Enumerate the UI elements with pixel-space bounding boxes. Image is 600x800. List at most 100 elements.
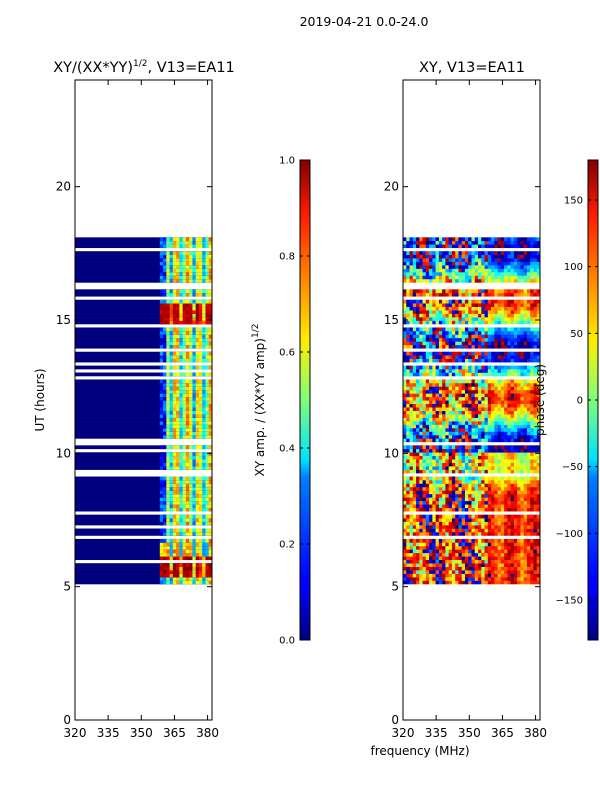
phase-cell bbox=[425, 310, 430, 314]
amp-cell bbox=[185, 310, 190, 314]
phase-cell bbox=[435, 577, 440, 581]
phase-cell bbox=[471, 424, 476, 429]
amp-cell bbox=[179, 393, 183, 398]
phase-cell bbox=[461, 289, 466, 294]
amp-cell bbox=[198, 483, 203, 488]
amp-cell bbox=[198, 566, 203, 571]
amp-cell bbox=[202, 237, 206, 242]
amp-cell bbox=[182, 341, 187, 346]
phase-cell bbox=[500, 258, 505, 262]
amp-cell bbox=[189, 240, 193, 245]
phase-cell bbox=[432, 459, 436, 463]
phase-cell bbox=[471, 396, 476, 401]
phase-cell bbox=[471, 306, 476, 311]
amp-cell bbox=[185, 244, 190, 249]
phase-cell bbox=[409, 396, 414, 401]
phase-cell bbox=[438, 466, 443, 470]
amp-cell bbox=[185, 327, 190, 332]
phase-cell bbox=[526, 469, 531, 474]
amp-cell bbox=[166, 573, 170, 578]
phase-cell bbox=[523, 428, 528, 432]
phase-cell bbox=[530, 261, 534, 266]
phase-cell bbox=[533, 448, 538, 453]
phase-cell bbox=[435, 580, 440, 585]
phase-cell bbox=[517, 580, 521, 585]
phase-cell bbox=[442, 480, 446, 484]
amp-cell bbox=[198, 414, 203, 418]
phase-cell bbox=[478, 400, 482, 405]
amp-cell bbox=[166, 434, 170, 439]
phase-cell bbox=[448, 303, 453, 307]
phase-cell bbox=[461, 386, 466, 391]
phase-cell bbox=[494, 504, 498, 509]
phase-cell bbox=[422, 327, 427, 332]
phase-cell bbox=[445, 358, 449, 363]
phase-cell bbox=[487, 344, 492, 349]
phase-cell bbox=[526, 455, 531, 460]
amp-cell bbox=[176, 514, 180, 519]
phase-cell bbox=[412, 382, 417, 387]
amp-cell bbox=[166, 493, 170, 498]
phase-cell bbox=[416, 289, 420, 294]
phase-cell bbox=[429, 518, 433, 522]
phase-cell bbox=[497, 490, 502, 495]
amp-cell bbox=[189, 563, 193, 567]
amp-cell bbox=[169, 428, 174, 432]
phase-cell bbox=[419, 386, 423, 391]
phase-cell bbox=[468, 292, 472, 297]
phase-cell bbox=[536, 334, 540, 339]
amp-cell bbox=[169, 320, 174, 325]
amp-row bbox=[75, 414, 212, 418]
amp-cell bbox=[172, 400, 177, 405]
phase-cell bbox=[412, 490, 417, 495]
phase-cell bbox=[445, 265, 449, 269]
phase-cell bbox=[523, 500, 528, 505]
phase-cell bbox=[513, 538, 518, 543]
phase-cell bbox=[403, 320, 407, 325]
phase-cell bbox=[507, 417, 511, 422]
phase-cell bbox=[481, 310, 485, 314]
amp-cell bbox=[172, 337, 177, 342]
phase-cell bbox=[504, 320, 508, 325]
amp-cell bbox=[202, 379, 206, 384]
amp-cell bbox=[159, 521, 164, 526]
phase-cell bbox=[429, 334, 433, 339]
phase-cell bbox=[438, 490, 443, 495]
phase-cell bbox=[438, 417, 443, 422]
amp-cell bbox=[202, 272, 206, 276]
phase-cell bbox=[425, 424, 430, 429]
phase-cell bbox=[448, 500, 453, 505]
phase-cell bbox=[406, 344, 410, 349]
amp-cell bbox=[195, 459, 200, 463]
amp-cell bbox=[198, 372, 203, 377]
phase-cell bbox=[517, 483, 521, 488]
phase-cell bbox=[464, 417, 469, 422]
phase-cell bbox=[504, 452, 508, 457]
amp-cell bbox=[189, 431, 193, 436]
phase-cell bbox=[425, 396, 430, 401]
amp-cell bbox=[185, 313, 190, 318]
phase-cell bbox=[510, 289, 515, 294]
phase-cell bbox=[451, 403, 456, 408]
phase-cell bbox=[412, 369, 417, 373]
phase-cell bbox=[448, 417, 453, 422]
phase-cell bbox=[458, 407, 463, 411]
phase-cell bbox=[510, 320, 515, 325]
phase-cell bbox=[530, 552, 534, 557]
phase-cell bbox=[458, 514, 463, 519]
amp-cell bbox=[192, 480, 196, 484]
phase-cell bbox=[484, 563, 489, 567]
phase-cell bbox=[468, 528, 472, 533]
phase-cell bbox=[507, 303, 511, 307]
phase-cell bbox=[422, 414, 427, 418]
phase-cell bbox=[536, 462, 540, 467]
phase-cell bbox=[533, 330, 538, 335]
amp-cell bbox=[198, 272, 203, 276]
phase-cell bbox=[513, 410, 518, 415]
amp-cell bbox=[192, 400, 196, 405]
phase-cell bbox=[474, 261, 479, 266]
phase-cell bbox=[484, 317, 489, 321]
phase-cell bbox=[432, 337, 436, 342]
phase-cell bbox=[438, 372, 443, 377]
amp-cell bbox=[185, 521, 190, 526]
